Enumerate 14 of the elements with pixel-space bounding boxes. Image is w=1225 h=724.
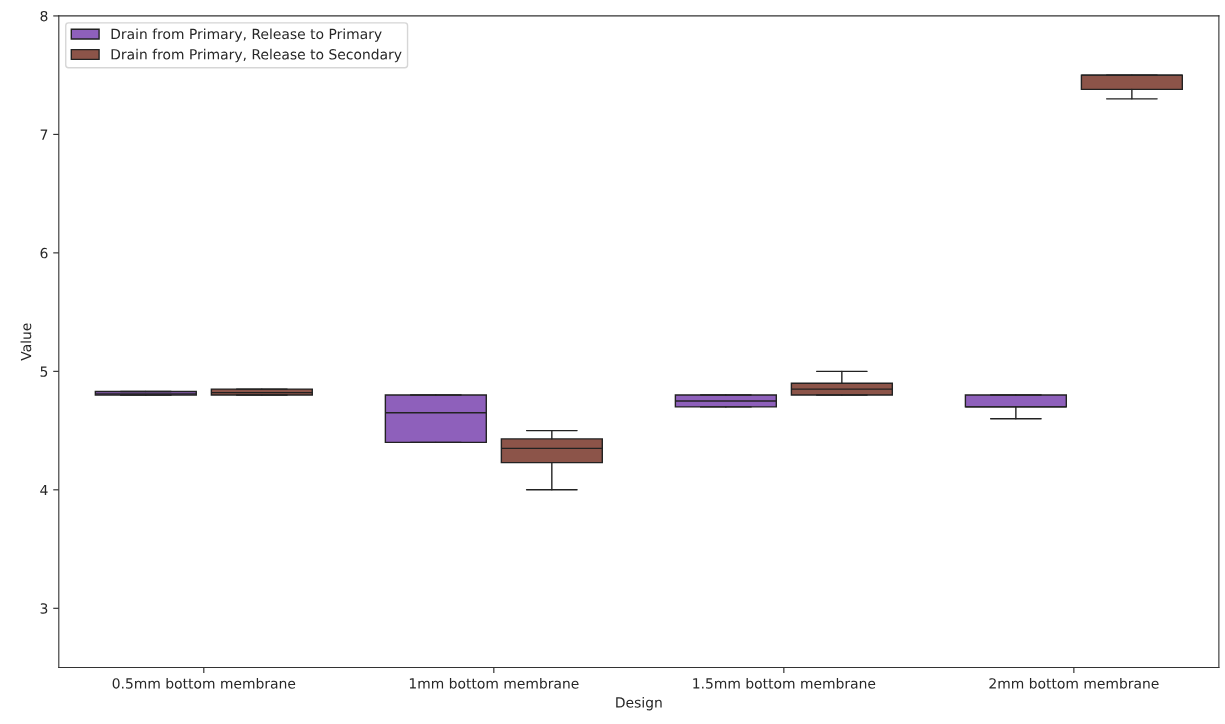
legend-label: Drain from Primary, Release to Primary xyxy=(111,28,382,42)
y-tick-label: 7 xyxy=(40,129,48,140)
x-tick-label: 1.5mm bottom membrane xyxy=(693,677,876,689)
x-tick-label: 2mm bottom membrane xyxy=(989,677,1159,689)
y-tick-label: 5 xyxy=(40,366,48,377)
y-axis-title: Value xyxy=(20,323,32,361)
x-tick-label: 0.5mm bottom membrane xyxy=(112,677,296,689)
x-axis-title: Design xyxy=(616,696,662,711)
y-tick-label: 4 xyxy=(40,484,48,496)
y-tick-label: 3 xyxy=(40,603,48,614)
x-tick-label: 1mm bottom membrane xyxy=(409,677,579,689)
y-tick-label: 8 xyxy=(40,10,48,22)
legend-label: Drain from Primary, Release to Secondary xyxy=(111,48,402,63)
y-tick-label: 6 xyxy=(40,247,48,259)
